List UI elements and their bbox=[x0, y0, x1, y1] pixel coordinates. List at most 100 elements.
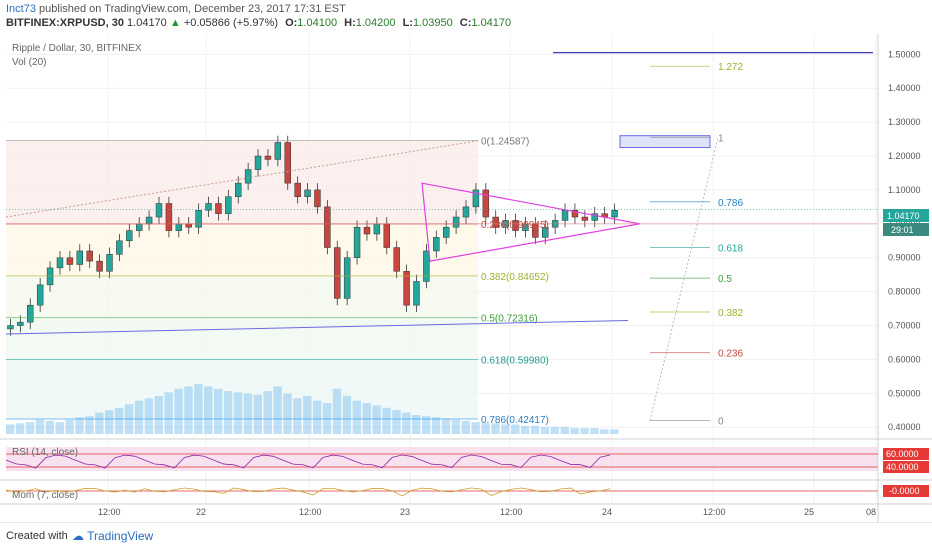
candle-body bbox=[96, 260, 103, 272]
candle-body bbox=[423, 250, 430, 282]
last-price-tag bbox=[883, 209, 929, 222]
candle-body bbox=[492, 216, 499, 228]
publish-line: Inct73 published on TradingView.com, Dec… bbox=[6, 3, 346, 15]
volume-bar bbox=[610, 429, 619, 434]
x-tick-label: 23 bbox=[400, 507, 410, 517]
candle-body bbox=[442, 226, 450, 238]
fib-zone bbox=[6, 224, 478, 276]
volume-bar bbox=[392, 410, 401, 434]
symbol-label: BITFINEX:XRPUSD, 30 bbox=[6, 17, 124, 29]
volume-bar bbox=[25, 422, 35, 434]
fib-level-label: 0.236(0.99945) bbox=[481, 220, 549, 231]
candle-body bbox=[512, 220, 519, 231]
volume-bar bbox=[332, 388, 342, 434]
rsi-line bbox=[5, 454, 611, 469]
candle-body bbox=[393, 247, 400, 272]
rsi-lower-tag bbox=[883, 461, 929, 473]
chart-canvas[interactable]: 0(1.24587) 0.236(0.99945) 0.382(0.84652) 0.… bbox=[0, 34, 932, 522]
volume-bar bbox=[451, 419, 461, 434]
momentum-line bbox=[5, 487, 611, 497]
time-axis[interactable]: 12:00 22 12:00 23 12:00 24 12:00 25 08 bbox=[0, 503, 932, 517]
high-value: 1.04200 bbox=[355, 17, 396, 29]
candle-body bbox=[254, 155, 262, 170]
volume-bar bbox=[164, 392, 173, 434]
countdown-text: 29:01 bbox=[891, 225, 914, 235]
candle-body bbox=[472, 189, 480, 208]
rsi-legend: RSI (14, close) bbox=[12, 447, 78, 458]
chart-header: Inct73 published on TradingView.com, Dec… bbox=[0, 0, 932, 34]
fib-zone bbox=[6, 140, 478, 225]
support-trendline bbox=[5, 319, 629, 335]
created-with: Created with bbox=[6, 530, 68, 542]
y-tick-label: 1.20000 bbox=[888, 151, 921, 161]
volume-bar bbox=[144, 398, 154, 434]
author-link[interactable]: Inct73 bbox=[6, 3, 36, 15]
candle-body bbox=[274, 142, 282, 160]
y-tick-label: 1.10000 bbox=[888, 185, 921, 195]
tradingview-brand: TradingView bbox=[87, 529, 154, 543]
mom-tag bbox=[883, 485, 929, 497]
volume-bar bbox=[95, 412, 104, 434]
rsi-upper-text: 60.0000 bbox=[886, 449, 919, 459]
ext-level-label: 0.5 bbox=[718, 274, 732, 285]
footer: Created with ☁ TradingView bbox=[0, 522, 932, 551]
fib-level-label: 0.618(0.59980) bbox=[481, 355, 549, 366]
y-tick-label: 0.50000 bbox=[888, 388, 921, 398]
volume-bar bbox=[273, 386, 282, 434]
fib-zone bbox=[6, 317, 478, 360]
volume-bar bbox=[233, 392, 243, 434]
volume-bar bbox=[530, 425, 540, 434]
candle-body bbox=[383, 223, 391, 248]
y-tick-label: 0.80000 bbox=[888, 287, 921, 297]
x-tick-label: 12:00 bbox=[98, 507, 121, 517]
price-change: +0.05866 (+5.97%) bbox=[183, 17, 278, 29]
candle-body bbox=[363, 226, 371, 235]
candle-body bbox=[235, 182, 242, 197]
countdown-tag bbox=[883, 223, 929, 236]
drawings bbox=[5, 52, 878, 421]
candle-body bbox=[155, 203, 163, 218]
candle-body bbox=[66, 257, 74, 265]
candle-body bbox=[165, 203, 173, 231]
y-tick-label: 1.30000 bbox=[888, 117, 921, 127]
candle-body bbox=[46, 267, 54, 286]
tradingview-icon: ☁ bbox=[72, 529, 84, 543]
volume-bar bbox=[362, 403, 371, 434]
volume-bar bbox=[550, 426, 560, 434]
volume-bar bbox=[352, 400, 362, 434]
candle-body bbox=[462, 206, 470, 218]
tradingview-logo[interactable]: ☁ TradingView bbox=[72, 529, 153, 543]
candle-body bbox=[27, 304, 34, 323]
volume-bar bbox=[263, 391, 272, 434]
volume-bar bbox=[540, 426, 550, 434]
candle-body bbox=[264, 155, 272, 160]
volume-bar bbox=[114, 407, 124, 434]
volume-bar bbox=[174, 388, 183, 434]
low-value: 1.03950 bbox=[412, 17, 453, 29]
candle-body bbox=[561, 210, 569, 221]
last-price: 1.04170 bbox=[127, 17, 167, 29]
y-tick-label: 0.90000 bbox=[888, 253, 921, 263]
volume-bar bbox=[491, 423, 500, 434]
volume-bar bbox=[501, 424, 510, 434]
candle-body bbox=[17, 321, 24, 326]
fib-level-label: 0.5(0.72316) bbox=[481, 314, 538, 325]
fib-level-label: 0.786(0.42417) bbox=[481, 415, 549, 426]
volume-bar bbox=[342, 395, 352, 434]
candle-body bbox=[482, 189, 490, 218]
mom-tag-text: -0.0000 bbox=[889, 486, 920, 496]
ext-level-label: 0.382 bbox=[718, 308, 743, 319]
candle-body bbox=[244, 169, 252, 184]
candle-body bbox=[284, 142, 291, 184]
volume-bar bbox=[303, 395, 312, 434]
open-label: O: bbox=[285, 17, 298, 29]
volume-bar bbox=[213, 388, 223, 434]
volume-bar bbox=[55, 422, 64, 434]
low-label: L: bbox=[402, 17, 413, 29]
candle-body bbox=[145, 216, 153, 225]
volume-bar bbox=[293, 398, 302, 434]
volume-bar bbox=[372, 405, 381, 434]
y-tick-label: 0.60000 bbox=[888, 354, 921, 364]
volume-bar bbox=[461, 420, 470, 434]
close-value: 1.04170 bbox=[471, 17, 512, 29]
